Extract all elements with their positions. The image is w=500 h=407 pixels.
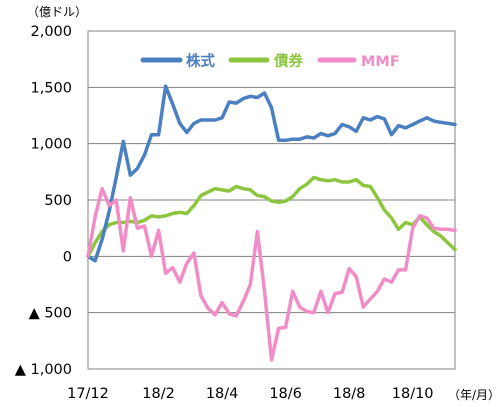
y-tick-label: ▲ 500 — [29, 306, 72, 322]
x-tick-label: 18/8 — [333, 386, 366, 402]
x-axis-unit: （年/月） — [448, 388, 500, 402]
x-tick-label: 18/10 — [392, 386, 434, 402]
x-tick-label: 18/2 — [142, 386, 175, 402]
x-tick-labels: 17/12 18/2 18/4 18/6 18/8 18/10 — [67, 386, 433, 402]
legend-label-bonds: 債券 — [273, 52, 303, 70]
legend: 株式 債券 MMF — [140, 52, 400, 70]
y-tick-label: 500 — [44, 193, 72, 209]
x-tick-label: 18/4 — [206, 386, 239, 402]
x-tick-label: 17/12 — [67, 386, 109, 402]
series-line-stocks — [86, 84, 457, 263]
series-lines — [86, 84, 457, 362]
x-tick-label: 18/6 — [269, 386, 302, 402]
y-tick-labels: 2,000 1,500 1,000 500 0 ▲ 500 ▲ 1,000 — [15, 24, 72, 378]
y-tick-label: 1,000 — [30, 137, 72, 153]
y-tick-label: 2,000 — [30, 24, 72, 40]
legend-label-mmf: MMF — [361, 54, 400, 70]
y-tick-label: 0 — [63, 249, 72, 265]
plot-frame — [87, 30, 456, 370]
y-tick-label: 1,500 — [30, 80, 72, 96]
legend-label-stocks: 株式 — [186, 52, 215, 70]
series-line-mmf — [86, 186, 457, 362]
series-line-bonds — [86, 175, 457, 259]
y-tick-label: ▲ 1,000 — [15, 362, 72, 378]
y-axis-unit: （億ドル） — [27, 5, 87, 19]
